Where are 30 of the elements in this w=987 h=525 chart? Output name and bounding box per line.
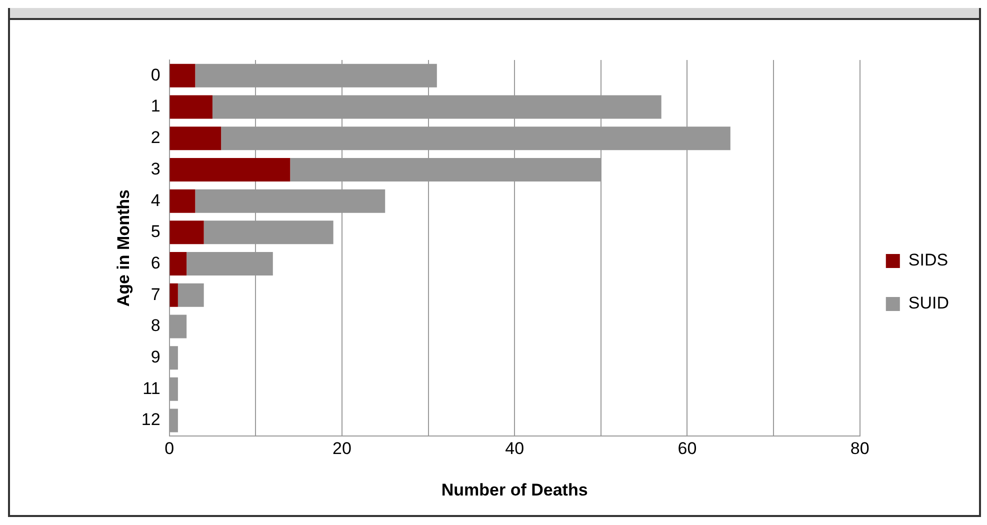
- legend-label: SUID: [908, 294, 950, 313]
- bar: [170, 252, 187, 276]
- y-tick-label: 7: [150, 284, 160, 304]
- x-tick-label: 80: [850, 439, 870, 458]
- x-tick-label: 60: [678, 439, 697, 458]
- bar: [170, 283, 178, 307]
- bar: [170, 95, 212, 119]
- bar: [170, 126, 222, 150]
- y-tick-label: 9: [150, 348, 160, 367]
- x-tick-label: 20: [332, 439, 352, 458]
- x-tick-label: 0: [164, 439, 174, 458]
- y-tick-label: 11: [142, 378, 160, 398]
- y-tick-label: 12: [141, 410, 160, 430]
- x-tick-label: 40: [505, 439, 524, 458]
- bar: [170, 189, 196, 213]
- y-tick-label: 5: [150, 222, 160, 242]
- x-axis-title: Number of Deaths: [441, 480, 588, 500]
- y-tick-label: 1: [150, 96, 160, 116]
- y-tick-label: 3: [150, 159, 160, 178]
- bar: [170, 158, 290, 182]
- y-tick-label: 8: [150, 316, 160, 336]
- bar: [178, 283, 204, 307]
- y-tick-label: 6: [150, 253, 160, 272]
- legend-label: SIDS: [908, 250, 948, 270]
- bar: [170, 220, 204, 244]
- bar: [170, 64, 196, 88]
- y-tick-label: 4: [150, 190, 160, 210]
- y-axis-title: Age in Months: [114, 190, 133, 307]
- y-tick-label: 0: [150, 65, 160, 84]
- y-tick-label: 2: [150, 128, 160, 148]
